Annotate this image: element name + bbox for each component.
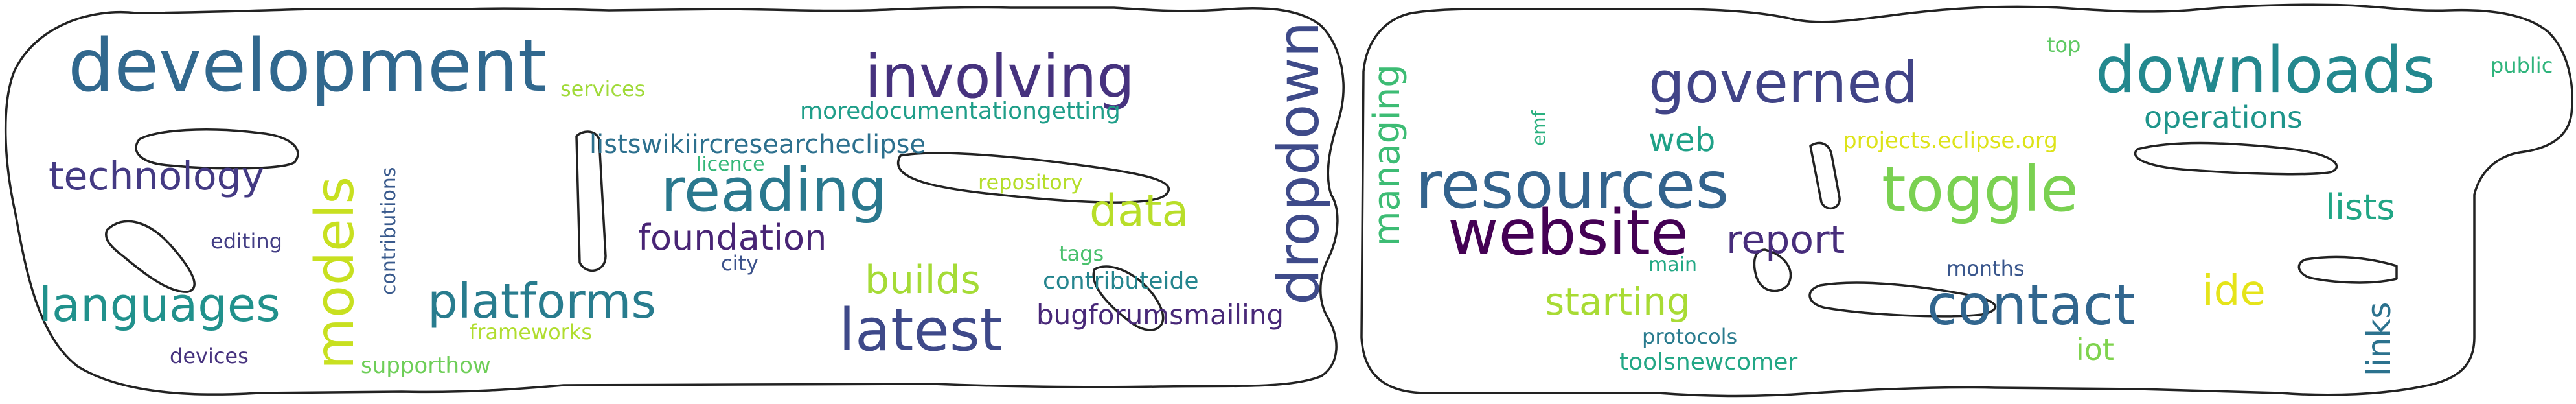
cloud-word-web: web xyxy=(1648,121,1715,159)
cloud-word-bugforumsmailing: bugforumsmailing xyxy=(1036,299,1284,331)
cloud-word-data: data xyxy=(1089,185,1189,237)
cloud-word-foundation: foundation xyxy=(638,217,826,258)
word-list: development involving dropdown services more… xyxy=(39,21,2553,379)
cloud-word-contributions: contributions xyxy=(378,167,400,295)
cloud-word-months: months xyxy=(1946,256,2025,281)
cloud-word-listswikiircresearcheclipse: listswikiircresearcheclipse xyxy=(589,130,926,160)
cloud-word-platforms: platforms xyxy=(427,274,656,329)
cloud-word-supporthow: supporthow xyxy=(361,353,491,379)
cloud-word-services: services xyxy=(560,77,645,101)
cloud-word-development: development xyxy=(68,24,547,108)
cloud-word-emf: emf xyxy=(1528,110,1549,146)
cloud-word-public: public xyxy=(2491,53,2553,78)
cloud-word-governed: governed xyxy=(1648,49,1918,116)
cloud-word-iot: iot xyxy=(2076,332,2114,367)
cloud-word-top: top xyxy=(2047,32,2080,57)
cloud-word-contributeide: contributeide xyxy=(1043,268,1199,294)
cloud-word-toolsnewcomer: toolsnewcomer xyxy=(1619,349,1797,375)
cloud-word-city: city xyxy=(721,251,758,276)
cloud-word-lists: lists xyxy=(2325,187,2395,228)
cloud-word-operations: operations xyxy=(2144,100,2303,135)
cloud-word-moredocumentationgetting: moredocumentationgetting xyxy=(800,98,1121,125)
cloud-word-languages: languages xyxy=(39,278,280,332)
right-outline xyxy=(1360,3,2573,398)
cloud-word-starting: starting xyxy=(1545,279,1691,324)
cloud-word-website: website xyxy=(1448,196,1689,269)
cloud-word-reading: reading xyxy=(661,156,887,225)
cloud-word-contact: contact xyxy=(1927,273,2136,338)
cloud-word-protocols: protocols xyxy=(1642,324,1737,349)
cloud-word-repository: repository xyxy=(978,170,1083,195)
cloud-word-managing: managing xyxy=(1366,64,1408,246)
cloud-word-models: models xyxy=(304,176,366,370)
cloud-word-frameworks: frameworks xyxy=(470,320,592,344)
cloud-word-licence: licence xyxy=(696,153,765,176)
left-outline xyxy=(4,6,1345,396)
cloud-word-tags: tags xyxy=(1059,241,1104,266)
cloud-word-ide: ide xyxy=(2202,267,2266,315)
cloud-word-main: main xyxy=(1648,254,1697,276)
cloud-word-resources: resources xyxy=(1415,147,1729,223)
cloud-word-dropdown: dropdown xyxy=(1265,21,1332,305)
cloud-word-devices: devices xyxy=(170,344,249,368)
cloud-word-projects-eclipse-org: projects.eclipse.org xyxy=(1843,128,2058,154)
cloud-word-involving: involving xyxy=(865,42,1135,112)
cloud-word-downloads: downloads xyxy=(2095,34,2435,108)
cloud-word-technology: technology xyxy=(49,154,264,199)
cloud-word-builds: builds xyxy=(865,257,981,303)
cloud-word-links: links xyxy=(2360,302,2398,376)
cloud-word-editing: editing xyxy=(211,229,282,254)
cloud-word-report: report xyxy=(1726,217,1845,263)
cloud-word-latest: latest xyxy=(839,296,1003,364)
cloud-word-toggle: toggle xyxy=(1882,153,2079,226)
